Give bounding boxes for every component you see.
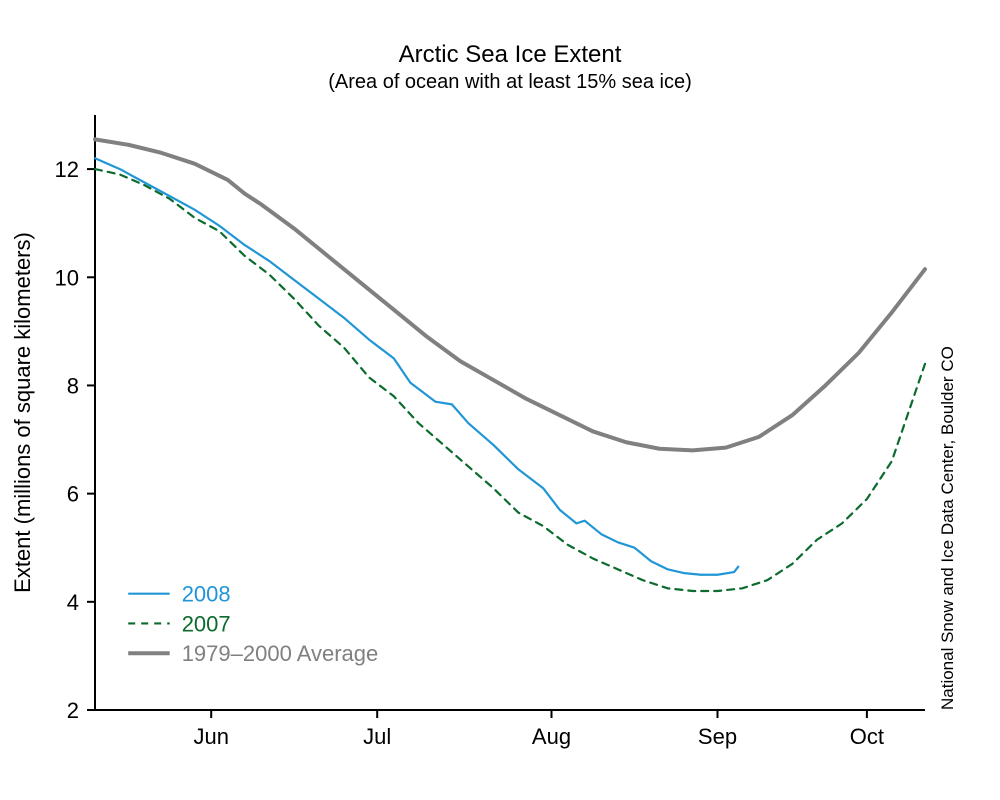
y-tick-label: 8	[67, 373, 79, 398]
chart-subtitle: (Area of ocean with at least 15% sea ice…	[328, 71, 692, 93]
legend-label-2008: 2008	[182, 582, 231, 607]
x-tick-label: Sep	[698, 724, 737, 749]
legend-label-2007: 2007	[182, 611, 231, 636]
chart-title: Arctic Sea Ice Extent	[399, 41, 622, 68]
credit-text: National Snow and Ice Data Center, Bould…	[938, 346, 957, 710]
y-tick-label: 12	[55, 157, 79, 182]
x-tick-label: Aug	[532, 724, 571, 749]
y-tick-label: 6	[67, 482, 79, 507]
x-tick-label: Jul	[363, 724, 391, 749]
y-tick-label: 4	[67, 590, 79, 615]
x-tick-label: Oct	[850, 724, 884, 749]
legend-label-avg: 1979–2000 Average	[182, 641, 379, 666]
chart-background	[0, 0, 1000, 800]
y-axis-label: Extent (millions of square kilometers)	[10, 232, 35, 593]
x-tick-label: Jun	[193, 724, 228, 749]
y-tick-label: 2	[67, 698, 79, 723]
chart-container: Arctic Sea Ice Extent (Area of ocean with…	[0, 0, 1000, 800]
y-tick-label: 10	[55, 265, 79, 290]
chart-svg: Arctic Sea Ice Extent (Area of ocean with…	[0, 0, 1000, 800]
